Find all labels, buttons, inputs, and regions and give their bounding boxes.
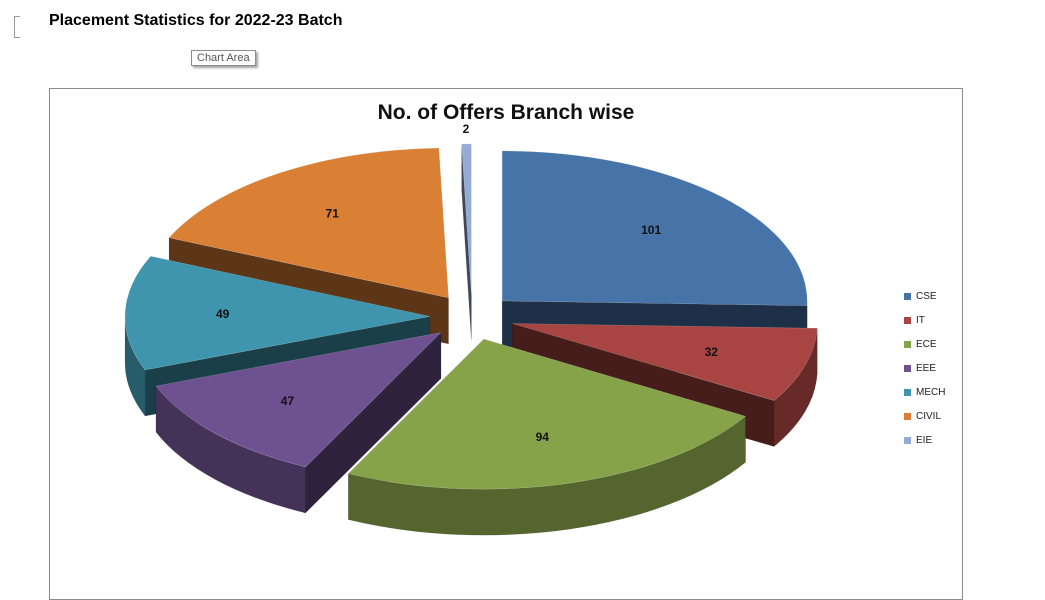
legend-item-civil[interactable]: CIVIL [904,404,945,428]
legend-item-mech[interactable]: MECH [904,380,945,404]
legend-swatch [904,341,911,348]
legend-swatch [904,437,911,444]
data-label-eie: 2 [463,122,470,136]
legend-item-eie[interactable]: EIE [904,428,945,452]
legend-swatch [904,389,911,396]
chart-legend[interactable]: CSE IT ECE EEE MECH CIVIL EIE [904,284,945,452]
page-title: Placement Statistics for 2022-23 Batch [49,12,342,30]
legend-label: IT [916,315,925,326]
legend-item-ece[interactable]: ECE [904,332,945,356]
legend-item-cse[interactable]: CSE [904,284,945,308]
legend-item-it[interactable]: IT [904,308,945,332]
selection-bracket [14,16,20,38]
data-label-eee: 47 [281,394,295,408]
pie-chart[interactable]: 101 32 94 47 49 71 2 [50,89,962,589]
legend-swatch [904,293,911,300]
legend-label: EIE [916,435,932,446]
legend-label: CIVIL [916,411,941,422]
data-label-it: 32 [705,345,719,359]
legend-swatch [904,317,911,324]
legend-label: MECH [916,387,945,398]
data-label-civil: 71 [326,206,340,220]
data-label-cse: 101 [641,223,661,237]
legend-label: EEE [916,363,936,374]
pie-slice-eie[interactable] [462,144,472,294]
legend-label: ECE [916,339,937,350]
data-label-ece: 94 [536,430,550,444]
legend-swatch [904,365,911,372]
chart-area-tooltip: Chart Area [191,50,256,66]
legend-swatch [904,413,911,420]
legend-item-eee[interactable]: EEE [904,356,945,380]
legend-label: CSE [916,291,937,302]
data-label-mech: 49 [216,307,230,321]
